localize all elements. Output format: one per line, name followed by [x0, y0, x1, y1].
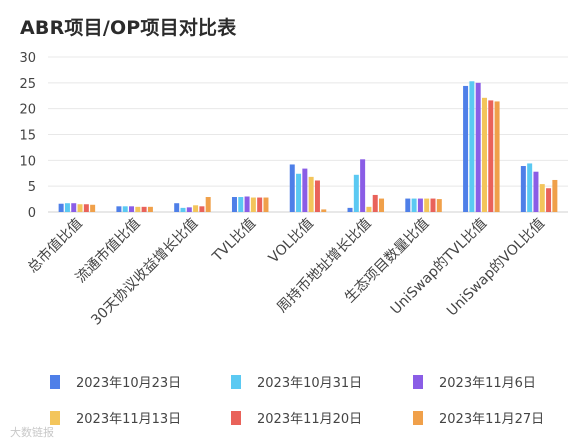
- bar: [83, 204, 89, 212]
- bar: [257, 197, 263, 212]
- legend-item[interactable]: 2023年11月6日: [413, 372, 536, 391]
- bar: [180, 207, 186, 212]
- bar: [71, 203, 77, 212]
- bar: [424, 198, 430, 212]
- legend-label: 2023年10月31日: [257, 376, 363, 391]
- y-tick-label: 5: [28, 180, 36, 195]
- legend-label: 2023年11月13日: [76, 412, 182, 427]
- bar: [533, 171, 539, 212]
- bar: [481, 97, 487, 212]
- bar: [64, 203, 70, 212]
- x-tick-label: VOL比值: [266, 216, 317, 267]
- legend-item[interactable]: 2023年10月23日: [50, 372, 181, 391]
- chart-title: ABR项目/OP项目对比表: [20, 17, 237, 39]
- legend-item[interactable]: 2023年11月27日: [413, 408, 544, 427]
- y-tick-label: 15: [19, 129, 36, 144]
- bar: [231, 197, 237, 212]
- y-tick-label: 30: [19, 51, 36, 66]
- bar: [539, 184, 545, 212]
- bar: [494, 101, 500, 212]
- bar: [475, 82, 481, 212]
- bar: [379, 198, 385, 212]
- bar: [417, 198, 423, 212]
- bar: [238, 197, 244, 212]
- legend-swatch: [231, 374, 241, 389]
- bar: [302, 168, 308, 212]
- bar: [141, 206, 147, 212]
- legend-item[interactable]: 2023年10月31日: [231, 372, 362, 391]
- legend-swatch: [50, 410, 60, 425]
- legend-swatch: [50, 374, 60, 389]
- bar: [366, 206, 372, 212]
- bar: [205, 197, 211, 212]
- bar: [116, 206, 122, 212]
- legend-item[interactable]: 2023年11月13日: [50, 408, 181, 427]
- bar: [174, 203, 180, 212]
- chart-legend: 2023年10月23日 2023年10月31日 2023年11月6日 2023年11月…: [0, 372, 584, 432]
- legend-item[interactable]: 2023年11月20日: [231, 408, 362, 427]
- bar: [314, 180, 320, 212]
- y-tick-label: 0: [28, 206, 36, 221]
- bar: [405, 198, 411, 212]
- y-tick-label: 10: [19, 154, 36, 169]
- legend-label: 2023年11月27日: [439, 412, 545, 427]
- bar: [469, 81, 475, 213]
- watermark-text: 大数链报: [10, 426, 54, 439]
- bar: [546, 188, 552, 212]
- bar: [244, 196, 250, 212]
- bar: [193, 205, 199, 212]
- bar: [353, 174, 359, 212]
- bar: [289, 164, 295, 212]
- watermark: 大数链报: [10, 424, 54, 440]
- bar: [321, 209, 327, 212]
- bar: [199, 206, 205, 212]
- x-tick-label: 总市值比值: [24, 215, 86, 277]
- bar: [436, 199, 442, 212]
- bar: [296, 173, 302, 212]
- x-tick-label: UniSwap的VOL比值: [444, 216, 548, 320]
- x-tick-label: TVL比值: [209, 216, 259, 266]
- y-tick-label: 20: [19, 103, 36, 118]
- legend-label: 2023年10月23日: [76, 376, 182, 391]
- bar: [488, 100, 494, 212]
- legend-label: 2023年11月20日: [257, 412, 363, 427]
- bar: [250, 197, 256, 212]
- bar: [77, 204, 83, 212]
- x-tick-label: UniSwap的TVL比值: [388, 216, 490, 318]
- bar: [347, 207, 353, 212]
- bar: [411, 198, 417, 212]
- legend-swatch: [413, 410, 423, 425]
- bar: [463, 85, 469, 212]
- x-tick-label: 30天协议收益增长比值: [88, 216, 201, 329]
- bar: [552, 179, 558, 212]
- bar: [263, 197, 269, 212]
- legend-label: 2023年11月6日: [439, 376, 536, 391]
- bar: [527, 163, 533, 212]
- legend-swatch: [413, 374, 423, 389]
- bar: [147, 206, 153, 212]
- bar: [58, 203, 64, 212]
- bar: [372, 194, 378, 212]
- bar: [122, 206, 128, 212]
- bar: [90, 204, 96, 212]
- bar: [360, 159, 366, 212]
- y-tick-label: 25: [19, 77, 36, 92]
- bar: [135, 206, 141, 212]
- legend-swatch: [231, 410, 241, 425]
- bar: [186, 207, 192, 212]
- bar: [430, 198, 436, 212]
- bar: [520, 166, 526, 212]
- bar: [129, 206, 135, 212]
- bar: [308, 176, 314, 212]
